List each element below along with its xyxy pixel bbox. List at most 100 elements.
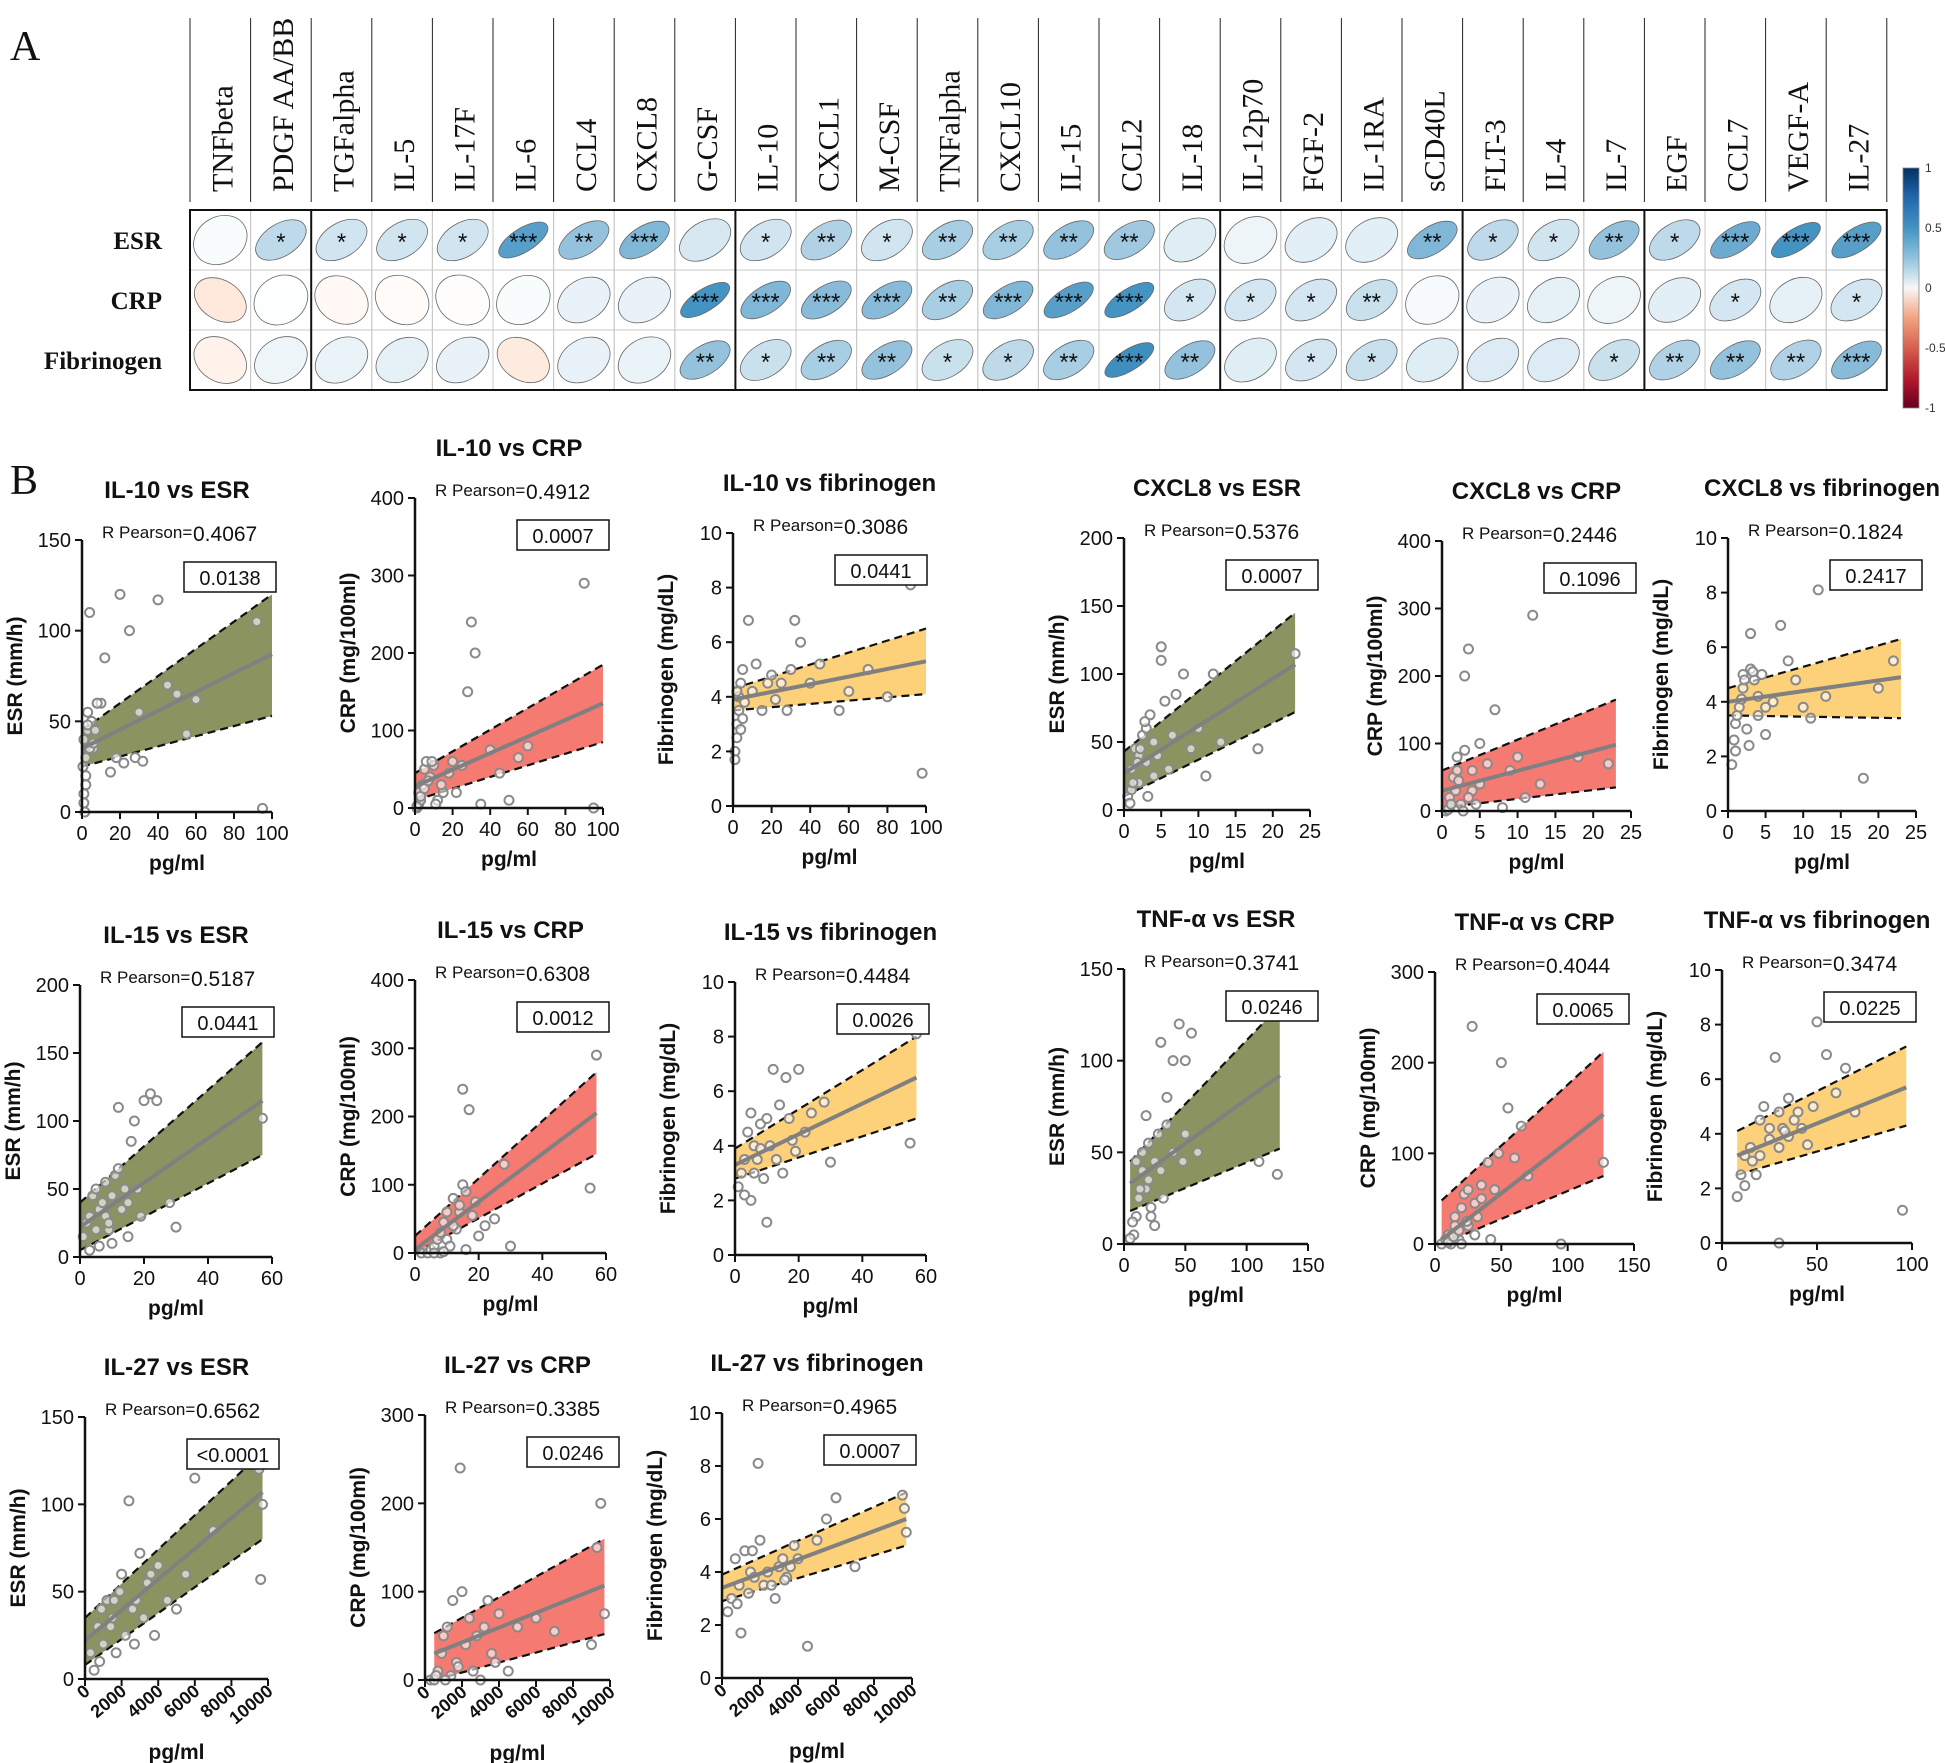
p-value-box xyxy=(823,1434,917,1466)
data-point xyxy=(1470,798,1482,810)
data-point xyxy=(93,1240,105,1252)
r-pearson-label: R Pearson= xyxy=(1748,521,1838,540)
data-point xyxy=(1155,641,1167,653)
data-point xyxy=(1474,738,1486,749)
data-point xyxy=(138,1095,150,1107)
data-point xyxy=(1155,1036,1167,1048)
plot-title: IL-27 vs CRP xyxy=(444,1352,591,1379)
ci-upper-line xyxy=(1736,1045,1907,1133)
correlation-ellipse xyxy=(617,336,672,384)
x-tick-label: 15 xyxy=(1224,821,1246,843)
r-pearson-label: R Pearson= xyxy=(742,1396,832,1415)
correlation-ellipse xyxy=(254,336,308,384)
plot-title: CXCL8 vs CRP xyxy=(1452,478,1621,505)
correlation-ellipse xyxy=(1527,218,1580,262)
data-point xyxy=(1289,648,1301,660)
correlation-ellipse xyxy=(861,280,913,320)
y-tick-label: 8 xyxy=(713,1027,724,1049)
data-point xyxy=(1139,716,1151,728)
data-point xyxy=(1167,1055,1179,1067)
correlation-ellipse xyxy=(739,339,792,381)
scatter-plot-p4: 0 50 100 150 200 0 5 10 15 20 25 pg/ml ESR (mm/h) CXC… xyxy=(1046,475,1321,873)
r-pearson-value: 0.4965 xyxy=(833,1396,897,1419)
data-point xyxy=(765,1579,777,1591)
x-tick-label: 10000 xyxy=(567,1682,618,1730)
data-point xyxy=(84,607,96,619)
significance-stars: * xyxy=(337,229,346,256)
data-point xyxy=(84,1244,96,1256)
p-value: 0.0026 xyxy=(852,1010,913,1032)
data-point xyxy=(591,1542,603,1553)
data-point xyxy=(1192,1146,1204,1158)
data-point xyxy=(1173,1018,1185,1030)
data-point xyxy=(1820,690,1832,702)
correlation-ellipse xyxy=(1284,217,1338,263)
significance-stars: ** xyxy=(1665,349,1684,376)
scatter-plot-p2: 0 100 200 300 400 0 20 40 60 80 100 pg/ml CRP (mg/10… xyxy=(337,435,620,871)
y-tick-label: 6 xyxy=(713,1081,724,1103)
significance-stars: * xyxy=(1549,229,1558,256)
correlation-ellipse xyxy=(314,336,369,384)
data-point xyxy=(438,1630,449,1642)
p-value-box xyxy=(526,1436,620,1468)
data-point xyxy=(1145,1201,1157,1213)
data-point xyxy=(1758,1101,1770,1112)
correlation-ellipse xyxy=(253,274,309,326)
y-tick-label: 200 xyxy=(1080,528,1113,550)
data-point xyxy=(108,1594,120,1606)
correlation-ellipse xyxy=(800,219,852,261)
data-point xyxy=(1739,1180,1751,1192)
correlation-ellipse xyxy=(740,280,791,320)
data-point xyxy=(128,1115,140,1127)
y-tick-label: 300 xyxy=(371,1038,404,1060)
x-axis-label: pg/ml xyxy=(1188,1284,1244,1307)
y-tick-label: 10 xyxy=(689,1403,711,1425)
x-tick-label: 6000 xyxy=(801,1680,845,1721)
x-tick-label: 0 xyxy=(1716,1254,1727,1276)
x-tick-label: 10 xyxy=(1792,822,1814,844)
p-value: <0.0001 xyxy=(197,1445,270,1467)
data-point xyxy=(849,1561,861,1573)
data-point xyxy=(1775,619,1787,631)
y-tick-label: 400 xyxy=(371,488,404,510)
ci-upper-line xyxy=(433,1537,605,1635)
p-value: 0.0246 xyxy=(1241,997,1302,1019)
data-point xyxy=(766,669,778,681)
x-tick-label: 20 xyxy=(133,1268,155,1290)
data-point xyxy=(777,1167,789,1179)
data-point xyxy=(145,1568,157,1580)
correlation-ellipse xyxy=(619,220,670,260)
data-point xyxy=(1163,763,1175,775)
y-tick-label: 0 xyxy=(713,1245,724,1267)
heatmap-border xyxy=(189,209,1888,391)
data-point xyxy=(1754,1114,1766,1126)
x-tick-label: 60 xyxy=(838,817,860,839)
data-point xyxy=(479,1220,491,1232)
y-tick-label: 4 xyxy=(700,1562,711,1584)
data-point xyxy=(1143,1137,1155,1149)
data-point xyxy=(426,756,438,767)
significance-stars: * xyxy=(1246,289,1255,316)
significance-stars: ** xyxy=(1059,229,1078,256)
significance-stars: *** xyxy=(1055,289,1083,316)
data-point xyxy=(447,1192,459,1204)
data-point xyxy=(1760,701,1772,713)
data-point xyxy=(123,1495,135,1507)
data-point xyxy=(1130,1156,1142,1167)
data-point xyxy=(1482,1156,1494,1168)
x-axis-label: pg/ml xyxy=(803,1295,859,1318)
data-point xyxy=(118,757,130,769)
data-point xyxy=(180,1568,192,1580)
data-point xyxy=(1459,744,1471,756)
data-point xyxy=(900,1526,912,1538)
y-tick-label: 150 xyxy=(1080,596,1113,618)
correlation-ellipse xyxy=(982,339,1034,381)
data-point xyxy=(750,658,762,670)
y-tick-label: 4 xyxy=(1700,1124,1711,1146)
p-value: 0.0441 xyxy=(197,1013,258,1035)
p-value-box xyxy=(836,1003,930,1035)
correlation-ellipse xyxy=(435,274,490,326)
data-point xyxy=(1792,1106,1804,1118)
x-tick-label: 10 xyxy=(1187,821,1209,843)
